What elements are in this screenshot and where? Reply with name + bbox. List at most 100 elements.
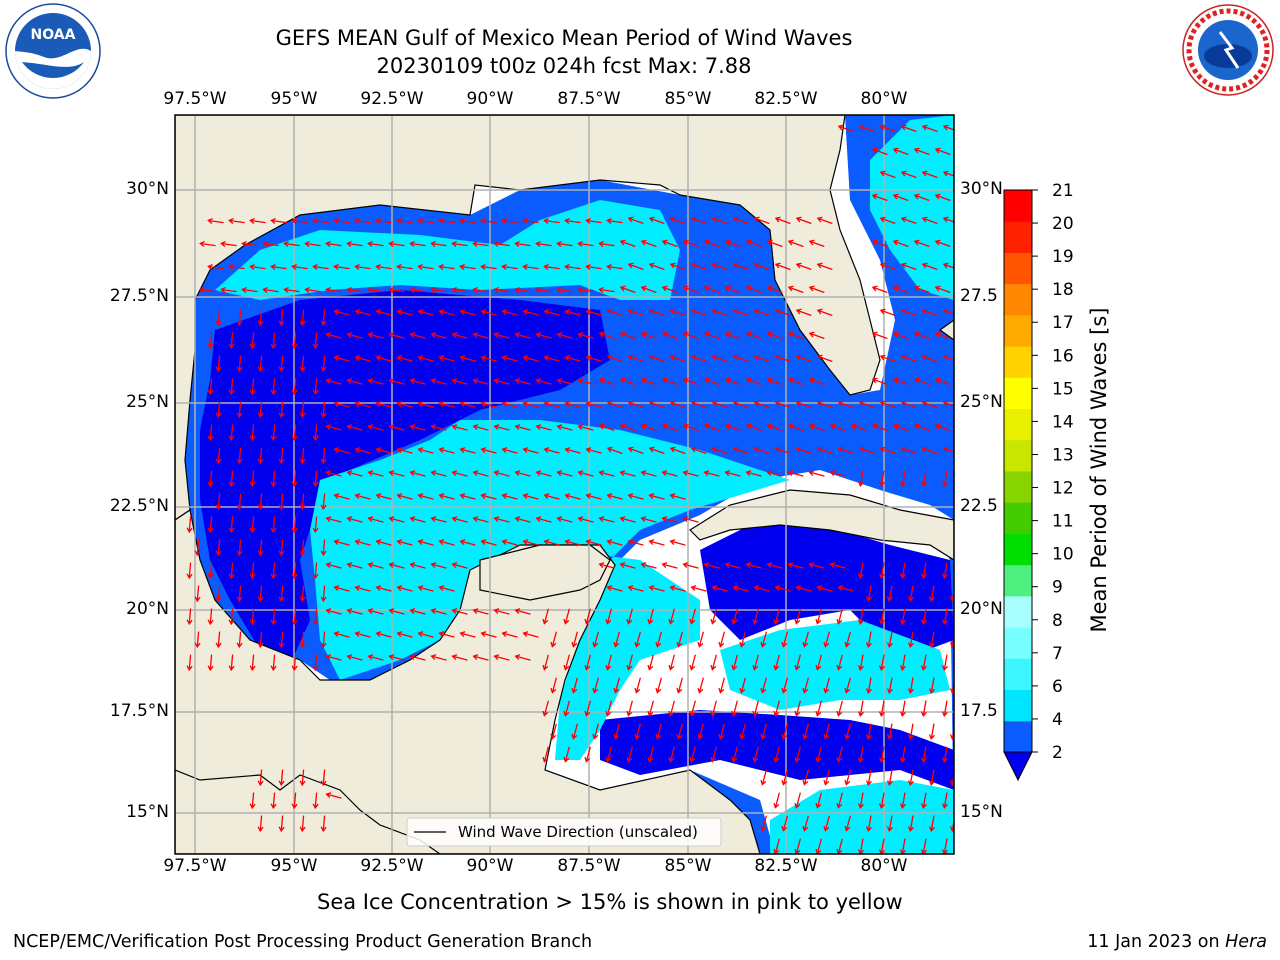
wave-direction-arrow — [781, 769, 788, 786]
lon-tick-label: 92.5°W — [360, 89, 424, 109]
wave-direction-arrow — [186, 562, 193, 580]
wave-direction-arrow — [312, 378, 319, 396]
wave-direction-arrow — [480, 493, 497, 500]
wave-direction-arrow — [907, 723, 914, 741]
wave-direction-arrow — [745, 285, 762, 294]
wave-direction-arrow — [661, 285, 678, 294]
wave-direction-arrow — [669, 539, 686, 546]
wave-direction-arrow — [879, 124, 896, 133]
wave-direction-arrow — [619, 516, 636, 523]
wave-direction-arrow — [375, 631, 392, 638]
wave-direction-arrow — [760, 769, 767, 786]
wave-direction-arrow — [257, 631, 264, 649]
wave-direction-arrow — [921, 446, 938, 455]
wave-direction-arrow — [732, 400, 749, 409]
wave-direction-arrow — [613, 677, 620, 694]
wave-direction-arrow — [291, 654, 298, 672]
wave-direction-arrow — [892, 147, 909, 156]
wave-direction-arrow — [346, 654, 363, 661]
land-mexico — [175, 509, 761, 854]
wave-direction-arrow — [375, 355, 392, 362]
wave-direction-arrow — [920, 700, 927, 718]
lon-tick-label: 82.5°W — [754, 856, 818, 876]
wave-direction-arrow — [942, 262, 954, 269]
wave-direction-arrow — [690, 400, 707, 409]
wave-direction-arrow — [257, 539, 264, 557]
wave-direction-arrow — [550, 677, 557, 694]
wave-direction-arrow — [270, 424, 277, 442]
wave-direction-arrow — [892, 423, 909, 432]
wave-direction-arrow — [774, 308, 791, 317]
wave-direction-arrow — [837, 446, 854, 455]
wave-direction-arrow — [299, 539, 306, 557]
wave-direction-arrow — [606, 446, 623, 455]
wave-direction-arrow — [312, 263, 329, 270]
wave-direction-arrow — [752, 608, 759, 625]
wave-direction-arrow — [396, 493, 413, 500]
lat-tick-label: 25°N — [960, 392, 1003, 412]
wave-direction-arrow — [627, 539, 644, 546]
wave-direction-arrow — [941, 654, 948, 672]
colorbar: 2 4 6 7 8 9 10 11 12 13 14 15 16 17 18 19 20 21 — [1003, 181, 1074, 782]
wave-direction-arrow — [703, 285, 720, 294]
wave-direction-arrow — [774, 585, 791, 592]
wave-direction-arrow — [584, 700, 591, 717]
wave-direction-arrow — [921, 170, 938, 179]
wave-direction-arrow — [585, 539, 602, 546]
wave-direction-arrow — [844, 815, 851, 832]
wave-direction-arrow — [781, 723, 788, 740]
wave-direction-arrow — [249, 263, 266, 270]
wave-direction-arrow — [480, 309, 497, 316]
wave-direction-arrow — [367, 516, 384, 523]
wave-direction-arrow — [522, 355, 539, 362]
wave-direction-arrow — [299, 493, 306, 511]
wave-direction-arrow — [928, 677, 935, 695]
wave-direction-arrow — [514, 654, 531, 661]
cyan-region-caribbean — [720, 620, 950, 710]
wave-direction-arrow — [320, 585, 327, 603]
wave-direction-arrow — [367, 654, 384, 661]
wave-direction-arrow — [668, 700, 675, 717]
wave-direction-arrow — [542, 746, 549, 763]
wave-direction-arrow — [648, 354, 665, 363]
wave-direction-arrow — [493, 378, 510, 385]
wave-direction-arrow — [731, 654, 738, 671]
wave-direction-arrow — [787, 562, 804, 569]
wave-direction-arrow — [564, 447, 581, 454]
wave-direction-arrow — [325, 240, 342, 247]
wave-direction-arrow — [690, 308, 707, 317]
wave-direction-arrow — [577, 424, 594, 431]
wave-direction-arrow — [732, 585, 749, 592]
wave-direction-arrow — [556, 240, 573, 247]
wave-direction-arrow — [320, 815, 327, 833]
wave-direction-arrow — [501, 355, 518, 362]
wave-direction-arrow — [257, 769, 264, 787]
legend-label: Wind Wave Direction (unscaled) — [458, 823, 698, 841]
wave-direction-arrow — [451, 608, 468, 615]
wave-direction-arrow — [668, 654, 675, 671]
wave-direction-arrow — [299, 769, 306, 787]
wave-direction-arrow — [320, 355, 327, 373]
wave-direction-arrow — [283, 286, 300, 293]
wave-direction-arrow — [921, 308, 938, 317]
wave-direction-arrow — [921, 124, 938, 133]
wave-direction-arrow — [920, 608, 927, 626]
wave-direction-arrow — [836, 746, 843, 763]
colorbar-tick-label: 9 — [1052, 578, 1063, 598]
wave-direction-arrow — [879, 354, 896, 363]
wave-direction-arrow — [299, 355, 306, 373]
map-body — [175, 115, 954, 854]
wave-direction-arrow — [731, 700, 738, 717]
wave-direction-arrow — [711, 354, 728, 363]
lat-tick-label: 22.5 — [960, 496, 998, 516]
noaa-logo: NOAA — [5, 3, 101, 99]
wave-direction-arrow — [710, 700, 717, 717]
wave-direction-arrow — [522, 217, 539, 224]
wave-direction-arrow — [619, 239, 636, 248]
wave-direction-arrow — [480, 401, 497, 408]
wave-direction-arrow — [808, 423, 825, 432]
wave-direction-arrow — [270, 562, 277, 580]
wave-direction-arrow — [655, 723, 662, 740]
wave-direction-arrow — [257, 447, 264, 465]
wave-direction-arrow — [920, 470, 927, 488]
